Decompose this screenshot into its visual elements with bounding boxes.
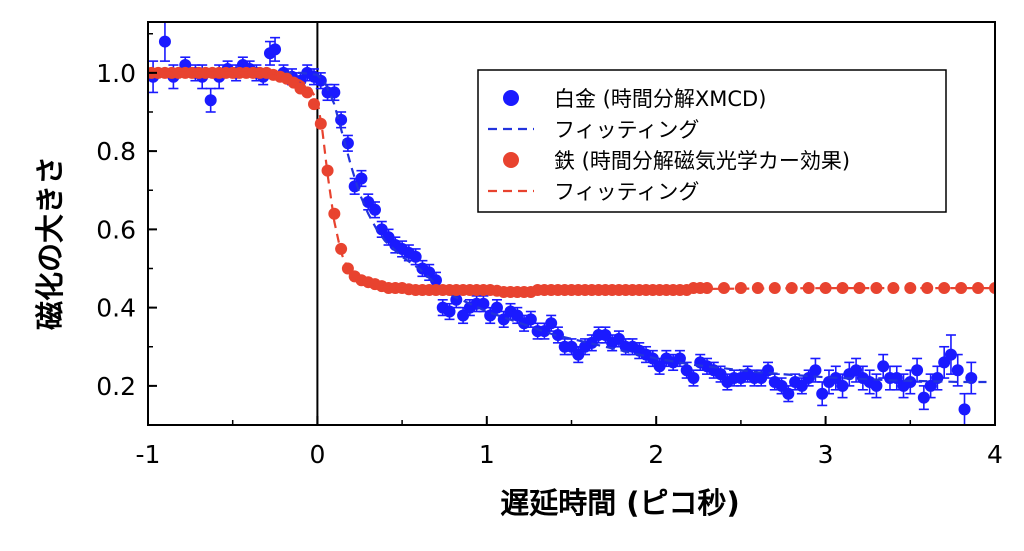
data-point (599, 329, 612, 342)
data-point (809, 364, 822, 377)
y-tick-label: 0.2 (96, 372, 136, 401)
legend-item-0: 白金 (時間分解XMCD) (503, 87, 766, 111)
legend-item-1: フィッティング (488, 118, 699, 142)
data-point (687, 372, 700, 385)
tick-labels: -1 0 1 2 3 4 0.2 0.4 0.6 0.8 1.0 (96, 59, 1003, 469)
data-point (490, 301, 503, 314)
data-point (850, 364, 863, 377)
plot-area (148, 22, 995, 425)
legend-label: 白金 (時間分解XMCD) (554, 87, 766, 111)
legend-label: フィッティング (554, 180, 699, 204)
data-point (457, 309, 470, 322)
data-point (816, 387, 829, 400)
data-point (362, 195, 375, 208)
data-point (870, 379, 883, 392)
x-tick-label: -1 (136, 440, 161, 469)
data-point (958, 403, 971, 416)
data-point (538, 325, 551, 338)
data-point (328, 86, 341, 99)
data-point (819, 282, 832, 295)
data-point (853, 282, 866, 295)
data-point (551, 329, 564, 342)
axes (147, 21, 996, 426)
data-point (328, 207, 341, 220)
x-axis-title: 遅延時間 (ピコ秒) (500, 486, 740, 520)
data-point (673, 352, 686, 365)
fit-line (148, 71, 987, 384)
legend-swatch (503, 152, 519, 168)
data-point (409, 250, 422, 263)
data-point (443, 305, 456, 318)
data-point (944, 348, 957, 361)
x-tick-label: 4 (987, 440, 1003, 469)
data-point (904, 375, 917, 388)
data-point (717, 282, 730, 295)
legend-label: フィッティング (554, 118, 699, 142)
data-point (321, 164, 334, 177)
y-tick-label: 0.6 (96, 215, 136, 244)
data-point (989, 282, 995, 295)
data-point (951, 364, 964, 377)
x-tick-label: 2 (648, 440, 664, 469)
data-point (653, 360, 666, 373)
data-point (775, 379, 788, 392)
legend-label: 鉄 (時間分解磁気光学カー効果) (554, 149, 850, 173)
data-point (545, 317, 558, 330)
data-point (955, 282, 968, 295)
data-point (877, 360, 890, 373)
data-point (565, 340, 578, 353)
data-point (269, 43, 282, 56)
data-point (477, 297, 490, 310)
y-tick-label: 0.4 (96, 294, 136, 323)
data-point (714, 368, 727, 381)
legend-swatch (503, 90, 519, 106)
data-point (612, 332, 625, 345)
data-point (836, 379, 849, 392)
data-point (368, 203, 381, 216)
data-point (795, 379, 808, 392)
data-point (375, 223, 388, 236)
fit-line (148, 71, 995, 292)
x-tick-label: 3 (818, 440, 834, 469)
data-point (782, 387, 795, 400)
data-point (355, 172, 368, 185)
data-point (701, 282, 714, 295)
data-point (429, 274, 442, 287)
data-point (836, 282, 849, 295)
data-point (158, 35, 171, 48)
data-point (497, 313, 510, 326)
legend-item-2: 鉄 (時間分解磁気光学カー効果) (503, 149, 850, 173)
data-point (680, 364, 693, 377)
legend-box (477, 69, 947, 213)
series-3 (148, 71, 995, 292)
y-axis-title: 磁化の大きさ (33, 156, 67, 330)
data-point (511, 309, 524, 322)
data-point (572, 348, 585, 361)
plot-content (148, 22, 995, 425)
y-tick-label: 1.0 (96, 59, 136, 88)
data-point (911, 364, 924, 377)
data-point (423, 266, 436, 279)
x-tick-label: 0 (309, 440, 325, 469)
data-point (755, 372, 768, 385)
data-point (938, 356, 951, 369)
data-point (341, 137, 354, 150)
data-point (917, 391, 930, 404)
x-tick-label: 1 (479, 440, 495, 469)
data-point (924, 379, 937, 392)
data-point (524, 313, 537, 326)
data-point (204, 94, 217, 107)
y-tick-label: 0.8 (96, 137, 136, 166)
data-point (484, 309, 497, 322)
data-point (972, 282, 985, 295)
series-1 (148, 71, 987, 384)
legend-item-3: フィッティング (488, 180, 699, 204)
